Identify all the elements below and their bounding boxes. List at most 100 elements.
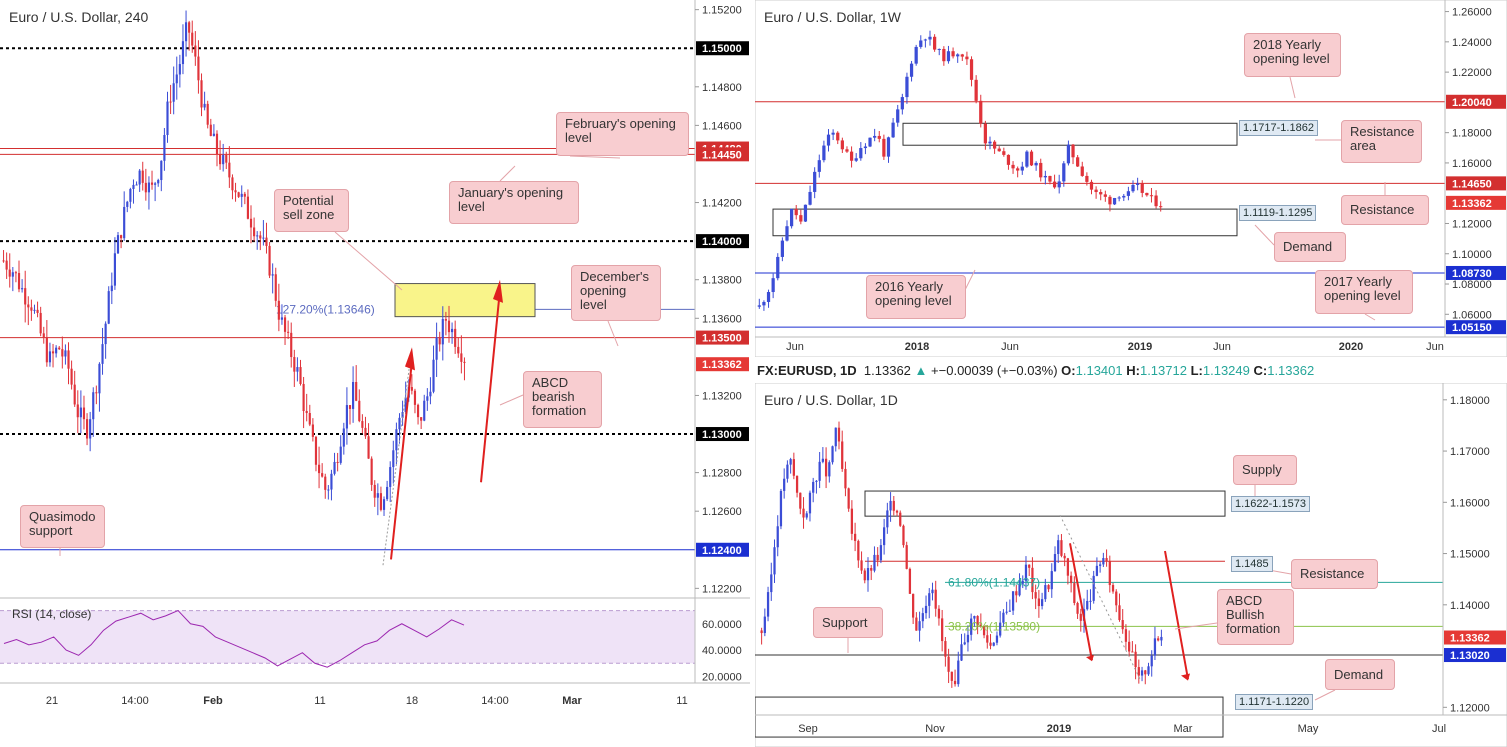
h4-time-tick-label: 14:00 (121, 695, 149, 707)
w1-candle-body (826, 134, 831, 146)
h4-candle-body (246, 196, 250, 219)
d1-candle-body (1095, 565, 1099, 576)
h4-candle-body (48, 351, 52, 363)
h4-candle-body (324, 476, 327, 490)
d1-candle-body (1066, 558, 1070, 576)
h4-candle-body (39, 312, 42, 334)
h4-candle-body (423, 400, 426, 421)
d1-candle-body (834, 427, 837, 447)
d1-candle-body (776, 526, 779, 548)
h4-candle-body (120, 235, 123, 239)
h4-candle-body (82, 407, 86, 420)
d1-candle-body (966, 634, 970, 643)
h4-price-badge (696, 234, 749, 249)
h4-candle-body (463, 361, 466, 363)
w1-candle-body (928, 36, 932, 40)
h4-candle-body (348, 405, 352, 409)
h4-candle-body (194, 45, 197, 57)
h4-candle-body (361, 421, 364, 428)
w1-candle-body (1020, 166, 1024, 171)
h4-price-badge-label: 1.13500 (702, 333, 742, 345)
w1-callout-pointer (964, 269, 976, 291)
h4-candle-body (200, 80, 203, 108)
last-price: 1.13362 (863, 363, 911, 378)
d1-callout-pointer (1174, 622, 1218, 630)
h4-candle-body (79, 407, 82, 418)
d1-candle-body (815, 480, 818, 482)
h4-candle-body (76, 404, 79, 418)
d1-supply-box (864, 490, 1226, 517)
h4-candle-body (454, 328, 457, 347)
h4-candle-body (206, 103, 209, 125)
d1-candle-body (918, 621, 921, 631)
h4-candle-body (181, 41, 185, 65)
d1-candle-body (895, 510, 899, 513)
h4-chart-panel[interactable]: 127.20%(1.13646) 1.15200 1.15000 1.14800 1.1… (0, 0, 750, 715)
w1-candle-body (794, 208, 798, 216)
d1-candle-body (860, 560, 863, 571)
h4-callout-pointer (334, 231, 403, 291)
w1-callout-pointer (1364, 313, 1376, 321)
h4-candle-body (367, 436, 370, 459)
h4-candle-body (283, 317, 287, 332)
h4-candle-body (299, 367, 302, 384)
d1-zone-label-demand: 1.1171-1.1220 (1235, 694, 1314, 710)
h4-chart[interactable]: 127.20%(1.13646) 1.15200 1.15000 1.14800 1.1… (0, 0, 750, 715)
w1-price-tick-label: 1.16000 (1452, 158, 1492, 170)
h4-price-tick-label: 1.14600 (702, 120, 742, 132)
symbol-name: FX:EURUSD, 1D (757, 363, 857, 378)
d1-candle-body (1044, 585, 1047, 600)
d1-candle-body (989, 642, 992, 646)
d1-candle-body (812, 481, 815, 493)
h4-candle-body (413, 390, 417, 405)
w1-zone-label-upper: 1.1717-1.1862 (1239, 120, 1318, 136)
h4-rsi-tick-label: 40.0000 (702, 645, 742, 657)
h4-price-badge (696, 357, 749, 372)
h4-projected-arrow-head (493, 279, 503, 303)
d1-candle-body (850, 508, 854, 534)
h4-candle-body (253, 227, 256, 237)
w1-price-badge (1446, 195, 1506, 210)
w1-candle-body (1076, 157, 1080, 167)
d1-candle-body (831, 446, 834, 463)
h4-candle-body (92, 392, 95, 420)
high-label: H: (1126, 363, 1140, 378)
d1-candle-body (1105, 558, 1108, 562)
d1-time-tick-label: Sep (798, 723, 818, 735)
d1-candle-body (1144, 670, 1147, 675)
d1-candle-body (828, 462, 831, 477)
h4-candle-body (259, 235, 262, 239)
d1-price-badge-label: 1.13020 (1450, 650, 1490, 662)
callout-w1-resistance: Resistance (1341, 195, 1429, 225)
d1-time-tick-label: 2019 (1047, 723, 1071, 735)
w1-candle-body (960, 54, 964, 57)
d1-candle-body (1150, 655, 1153, 667)
w1-candle-body (799, 215, 803, 222)
w1-candle-body (1062, 163, 1066, 182)
w1-time-tick-label: 2019 (1128, 341, 1152, 353)
d1-candle-body (1121, 620, 1124, 630)
h4-candle-body (135, 184, 138, 186)
d1-candle-body (1147, 666, 1150, 675)
d1-fib-618-label: 61.80%(1.14437) (948, 575, 1040, 589)
w1-candle-body (868, 137, 872, 147)
d1-candle-body (953, 680, 957, 685)
h4-candle-body (395, 429, 398, 451)
h4-candle-body (416, 404, 420, 418)
d1-candle-body (982, 626, 986, 636)
w1-price-badge-label: 1.20040 (1452, 97, 1492, 109)
d1-chart-panel[interactable]: 61.80%(1.14437) 38.20%(1.13580) 1.18000 1.1… (755, 383, 1507, 747)
d1-chart[interactable]: 61.80%(1.14437) 38.20%(1.13580) 1.18000 1.1… (755, 383, 1507, 747)
h4-candle-body (70, 368, 73, 385)
w1-candle-body (836, 132, 840, 141)
w1-candle-body (965, 56, 969, 60)
w1-candle-body (1085, 175, 1089, 182)
w1-candle-body (1149, 195, 1154, 197)
close-label: C: (1253, 363, 1268, 378)
h4-price-badge-label: 1.15000 (702, 43, 742, 55)
h4-candle-body (126, 201, 129, 207)
w1-chart-panel[interactable]: 1.26000 1.24000 1.22000 1.20040 1.18000 1.160… (755, 0, 1507, 357)
h4-candle-body (243, 193, 246, 197)
w1-time-tick-label: Jun (1213, 341, 1231, 353)
w1-candle-body (891, 122, 895, 138)
